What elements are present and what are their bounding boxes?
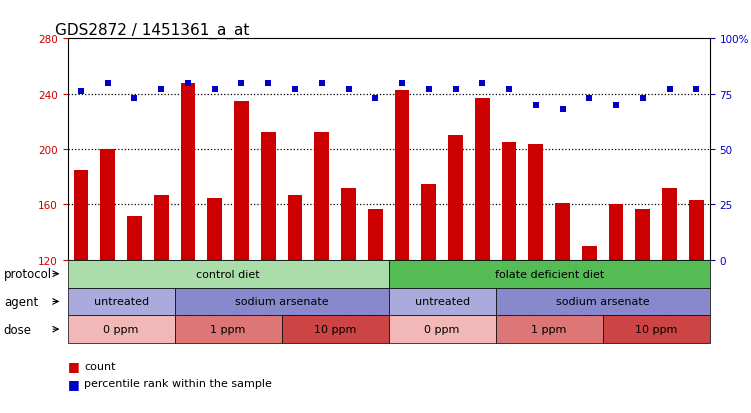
Bar — [368, 209, 382, 260]
Text: 1 ppm: 1 ppm — [532, 324, 567, 335]
Text: GDS2872 / 1451361_a_at: GDS2872 / 1451361_a_at — [55, 23, 249, 39]
Text: 10 ppm: 10 ppm — [635, 324, 677, 335]
Text: 10 ppm: 10 ppm — [314, 324, 356, 335]
Text: percentile rank within the sample: percentile rank within the sample — [84, 378, 272, 388]
Point — [369, 95, 382, 102]
Text: folate deficient diet: folate deficient diet — [495, 269, 604, 279]
Point — [584, 95, 596, 102]
Point — [610, 102, 622, 109]
Text: dose: dose — [4, 323, 32, 336]
Text: untreated: untreated — [94, 297, 149, 307]
Bar — [341, 188, 356, 260]
Point — [690, 87, 702, 93]
Text: 1 ppm: 1 ppm — [210, 324, 246, 335]
Point — [128, 95, 140, 102]
Point — [75, 89, 87, 95]
Bar — [582, 247, 596, 260]
Point — [637, 95, 649, 102]
Point — [289, 87, 301, 93]
Bar — [421, 184, 436, 260]
Bar — [261, 133, 276, 260]
Text: sodium arsenate: sodium arsenate — [556, 297, 650, 307]
Text: ■: ■ — [68, 359, 80, 373]
Text: control diet: control diet — [196, 269, 260, 279]
Point — [315, 80, 327, 87]
Point — [529, 102, 541, 109]
Bar — [127, 216, 142, 260]
Point — [262, 80, 274, 87]
Point — [556, 107, 569, 113]
Text: protocol: protocol — [4, 268, 52, 280]
Bar — [635, 209, 650, 260]
Bar — [207, 198, 222, 260]
Point — [503, 87, 515, 93]
Point — [450, 87, 462, 93]
Bar — [662, 188, 677, 260]
Bar — [502, 143, 517, 260]
Bar — [609, 205, 623, 260]
Bar — [448, 136, 463, 260]
Text: sodium arsenate: sodium arsenate — [235, 297, 328, 307]
Bar — [101, 150, 115, 260]
Point — [342, 87, 354, 93]
Bar — [555, 204, 570, 260]
Point — [664, 87, 676, 93]
Bar — [288, 195, 303, 260]
Text: 0 ppm: 0 ppm — [424, 324, 460, 335]
Point — [101, 80, 113, 87]
Bar — [689, 201, 704, 260]
Bar — [529, 144, 543, 260]
Point — [182, 80, 194, 87]
Point — [236, 80, 248, 87]
Text: 0 ppm: 0 ppm — [104, 324, 139, 335]
Point — [396, 80, 408, 87]
Point — [476, 80, 488, 87]
Text: agent: agent — [4, 295, 38, 308]
Bar — [154, 195, 168, 260]
Point — [423, 87, 435, 93]
Bar — [395, 90, 409, 260]
Text: count: count — [84, 361, 116, 371]
Bar — [475, 99, 490, 260]
Bar — [181, 83, 195, 260]
Text: ■: ■ — [68, 377, 80, 390]
Bar — [74, 171, 89, 260]
Bar — [234, 101, 249, 260]
Point — [209, 87, 221, 93]
Text: untreated: untreated — [415, 297, 469, 307]
Point — [155, 87, 167, 93]
Bar — [315, 133, 329, 260]
